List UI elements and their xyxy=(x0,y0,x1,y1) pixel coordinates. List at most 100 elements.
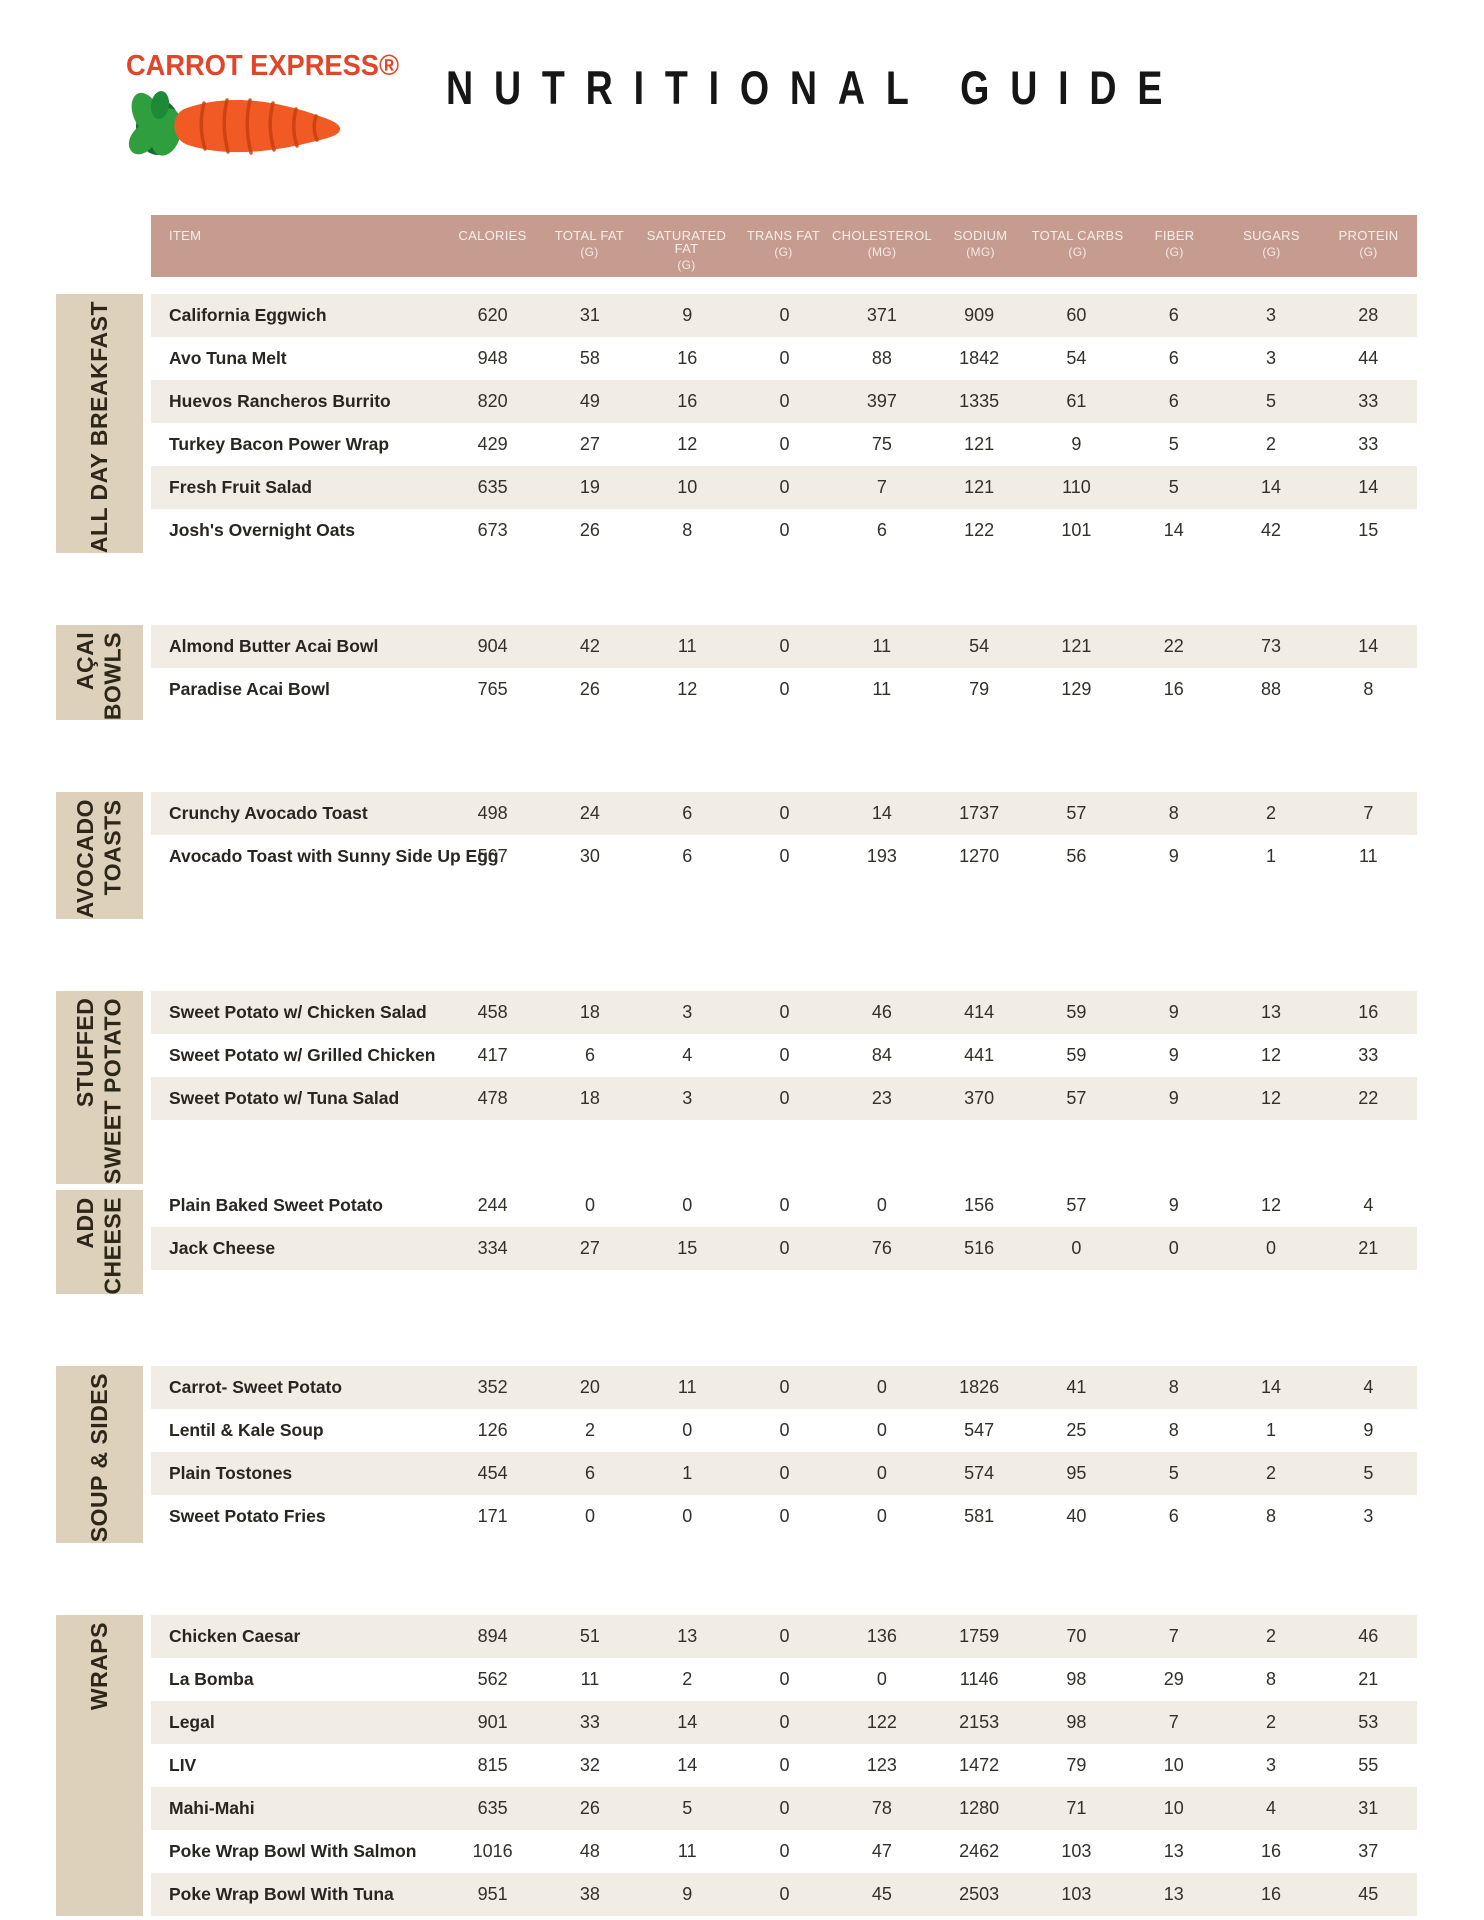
cell-sugars: 12 xyxy=(1261,1194,1282,1215)
category-avocado-toasts: AVOCADO TOASTS xyxy=(56,792,143,919)
table-row: Sweet Potato w/ Tuna Salad 478 18 3 0 23 370 57… xyxy=(151,1076,1417,1120)
cell-trans-fat: 0 xyxy=(779,391,790,411)
cell-total-fat: 6 xyxy=(584,1044,595,1065)
cell-fiber: 9 xyxy=(1168,1194,1179,1215)
cell-calories: 765 xyxy=(477,679,508,700)
cell-cholesterol: 0 xyxy=(876,1668,887,1689)
cell-trans-fat: 0 xyxy=(779,1377,790,1398)
cell-trans-fat: 0 xyxy=(779,1883,790,1904)
table-row: Sweet Potato Fries 171 0 0 0 0 581 40 6 8 3 xyxy=(151,1495,1417,1539)
cell-fiber: 7 xyxy=(1168,1625,1179,1646)
cell-total-carbs: 57 xyxy=(1066,803,1087,824)
cell-trans-fat: 0 xyxy=(779,1840,790,1861)
cell-sodium: 547 xyxy=(964,1420,995,1441)
item-name: Legal xyxy=(169,1711,215,1732)
cell-saturated-fat: 12 xyxy=(677,434,698,454)
cell-sugars: 5 xyxy=(1266,391,1277,411)
section-wraps: WRAPS Chicken Caesar 894 51 13 0 136 1759 70 7 2 46… xyxy=(56,1614,1417,1916)
cell-sugars: 13 xyxy=(1261,1001,1282,1022)
cell-sodium: 1759 xyxy=(959,1625,1000,1646)
cell-protein: 16 xyxy=(1358,1001,1379,1022)
cell-total-carbs: 61 xyxy=(1066,391,1087,411)
cell-trans-fat: 0 xyxy=(779,1044,790,1065)
item-name: Carrot- Sweet Potato xyxy=(169,1377,343,1398)
category-label: WRAPS xyxy=(85,1621,112,1710)
cell-saturated-fat: 9 xyxy=(682,1883,693,1904)
cell-protein: 45 xyxy=(1358,1883,1379,1904)
cell-sugars: 73 xyxy=(1261,636,1282,657)
section-all-day-breakfast: ALL DAY BREAKFAST California Eggwich 620 31… xyxy=(56,294,1417,554)
cell-trans-fat: 0 xyxy=(779,1001,790,1022)
cell-cholesterol: 23 xyxy=(871,1087,892,1108)
cell-fiber: 22 xyxy=(1163,636,1184,657)
cell-cholesterol: 11 xyxy=(872,636,892,657)
cell-protein: 15 xyxy=(1358,520,1379,540)
item-name: Sweet Potato w/ Grilled Chicken xyxy=(169,1044,436,1065)
cell-trans-fat: 0 xyxy=(779,1797,790,1818)
cell-fiber: 9 xyxy=(1168,1001,1179,1022)
cell-protein: 7 xyxy=(1363,803,1374,824)
cell-saturated-fat: 8 xyxy=(682,520,693,540)
item-name: Avo Tuna Melt xyxy=(169,348,287,368)
cell-saturated-fat: 13 xyxy=(677,1625,698,1646)
table-row: Fresh Fruit Salad 635 19 10 0 7 121 110 5 14 14 xyxy=(151,466,1417,509)
cell-sodium: 2462 xyxy=(959,1840,1000,1861)
cell-calories: 352 xyxy=(477,1377,508,1398)
cell-protein: 55 xyxy=(1358,1754,1379,1775)
cell-calories: 901 xyxy=(477,1711,508,1732)
cell-total-fat: 0 xyxy=(584,1194,595,1215)
section-stuffed-sweet-potato: STUFFED SWEET POTATO Sweet Potato w/ Chic… xyxy=(56,990,1417,1184)
cell-cholesterol: 45 xyxy=(871,1883,892,1904)
cell-calories: 567 xyxy=(477,846,508,867)
cell-sodium: 121 xyxy=(964,477,995,497)
cell-sodium: 1270 xyxy=(959,846,1000,867)
carrot-logo-icon xyxy=(128,91,341,156)
cell-fiber: 14 xyxy=(1163,520,1184,540)
cell-total-fat: 2 xyxy=(584,1420,595,1441)
table-row: Crunchy Avocado Toast 498 24 6 0 14 1737 57 8 2 7 xyxy=(151,792,1417,836)
table-row: Carrot- Sweet Potato 352 20 11 0 0 1826 41 8 14 4 xyxy=(151,1366,1417,1410)
cell-fiber: 8 xyxy=(1168,1420,1179,1441)
column-header-trans-fat: TRANS FAT (G) xyxy=(746,228,821,259)
cell-calories: 429 xyxy=(477,434,508,454)
item-name: Sweet Potato w/ Tuna Salad xyxy=(169,1087,400,1108)
cell-total-carbs: 54 xyxy=(1066,348,1087,368)
cell-total-carbs: 57 xyxy=(1066,1087,1087,1108)
section-rows: Plain Baked Sweet Potato 244 0 0 0 0 156 57 9 12 4… xyxy=(151,1183,1417,1295)
cell-sodium: 2503 xyxy=(959,1883,1000,1904)
cell-trans-fat: 0 xyxy=(779,846,790,867)
table-row: Chicken Caesar 894 51 13 0 136 1759 70 7 2 46 xyxy=(151,1614,1417,1658)
cell-trans-fat: 0 xyxy=(779,434,790,454)
cell-saturated-fat: 16 xyxy=(677,348,698,368)
cell-saturated-fat: 12 xyxy=(677,679,698,700)
cell-sodium: 1737 xyxy=(959,803,1000,824)
cell-cholesterol: 0 xyxy=(876,1420,887,1441)
cell-total-carbs: 70 xyxy=(1066,1625,1087,1646)
cell-calories: 126 xyxy=(477,1420,508,1441)
cell-protein: 14 xyxy=(1358,636,1379,657)
cell-cholesterol: 193 xyxy=(866,846,897,867)
cell-sodium: 574 xyxy=(964,1463,995,1484)
cell-cholesterol: 14 xyxy=(871,803,892,824)
cell-total-fat: 20 xyxy=(579,1377,600,1398)
cell-cholesterol: 47 xyxy=(871,1840,892,1861)
cell-total-carbs: 9 xyxy=(1071,434,1082,454)
table-row: Poke Wrap Bowl With Salmon 1016 48 11 0 47 246… xyxy=(151,1829,1417,1873)
table-row: Lentil & Kale Soup 126 2 0 0 0 547 25 8 1 9 xyxy=(151,1409,1417,1453)
cell-cholesterol: 371 xyxy=(866,305,897,325)
brand-logo-text: CARROT EXPRESS® xyxy=(126,50,400,82)
cell-saturated-fat: 11 xyxy=(677,1840,697,1861)
cell-total-carbs: 71 xyxy=(1066,1797,1087,1818)
cell-total-fat: 27 xyxy=(579,1237,600,1258)
cell-sugars: 8 xyxy=(1266,1506,1277,1527)
cell-cholesterol: 7 xyxy=(876,477,887,497)
cell-fiber: 10 xyxy=(1163,1797,1184,1818)
cell-sodium: 2153 xyxy=(959,1711,1000,1732)
cell-saturated-fat: 0 xyxy=(682,1420,693,1441)
cell-fiber: 9 xyxy=(1168,1044,1179,1065)
cell-sugars: 16 xyxy=(1261,1840,1282,1861)
cell-trans-fat: 0 xyxy=(779,1420,790,1441)
cell-total-fat: 27 xyxy=(579,434,600,454)
column-header-calories: CALORIES xyxy=(458,228,527,243)
